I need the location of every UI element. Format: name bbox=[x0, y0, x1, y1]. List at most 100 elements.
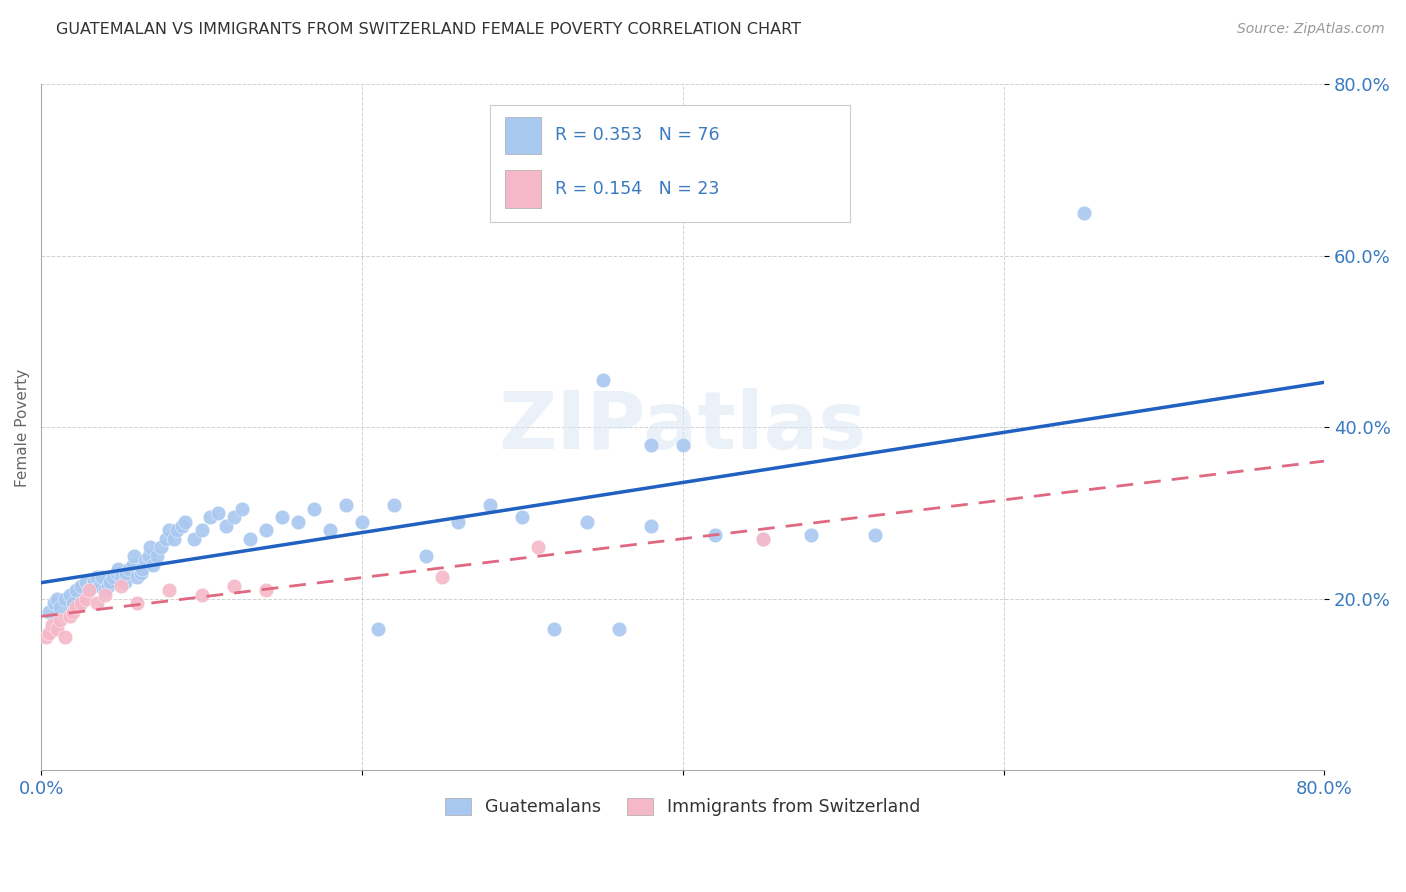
Point bbox=[163, 532, 186, 546]
Point bbox=[75, 574, 97, 589]
Text: GUATEMALAN VS IMMIGRANTS FROM SWITZERLAND FEMALE POVERTY CORRELATION CHART: GUATEMALAN VS IMMIGRANTS FROM SWITZERLAN… bbox=[56, 22, 801, 37]
Point bbox=[138, 549, 160, 563]
Point bbox=[118, 562, 141, 576]
Point bbox=[302, 501, 325, 516]
Point bbox=[134, 553, 156, 567]
Point bbox=[430, 570, 453, 584]
Point bbox=[59, 588, 82, 602]
Point bbox=[142, 558, 165, 572]
Point bbox=[479, 498, 502, 512]
Point bbox=[190, 523, 212, 537]
Point bbox=[131, 562, 153, 576]
Point bbox=[145, 549, 167, 563]
Point bbox=[98, 574, 121, 589]
Point bbox=[703, 527, 725, 541]
Point bbox=[62, 605, 84, 619]
Point bbox=[35, 631, 58, 645]
Point bbox=[415, 549, 437, 563]
Point bbox=[214, 519, 236, 533]
Point bbox=[77, 583, 100, 598]
Point bbox=[82, 579, 104, 593]
Point bbox=[512, 510, 534, 524]
Point bbox=[159, 583, 181, 598]
Point bbox=[46, 591, 69, 606]
Y-axis label: Female Poverty: Female Poverty bbox=[15, 368, 30, 486]
Point bbox=[127, 596, 149, 610]
Point bbox=[62, 596, 84, 610]
Point bbox=[672, 437, 695, 451]
Point bbox=[46, 622, 69, 636]
Point bbox=[77, 583, 100, 598]
Point bbox=[575, 515, 598, 529]
Point bbox=[319, 523, 342, 537]
Point bbox=[65, 583, 87, 598]
Point bbox=[155, 532, 177, 546]
Point bbox=[447, 515, 470, 529]
Point bbox=[382, 498, 405, 512]
Point bbox=[110, 579, 132, 593]
Point bbox=[110, 570, 132, 584]
Point bbox=[183, 532, 205, 546]
Point bbox=[129, 566, 152, 581]
Point bbox=[239, 532, 262, 546]
Point bbox=[121, 558, 143, 572]
Point bbox=[94, 588, 117, 602]
Point bbox=[254, 583, 277, 598]
Point bbox=[70, 596, 93, 610]
Point bbox=[41, 617, 63, 632]
Point bbox=[607, 622, 630, 636]
Point bbox=[94, 583, 117, 598]
Point bbox=[70, 579, 93, 593]
Point bbox=[592, 373, 614, 387]
Point bbox=[65, 600, 87, 615]
Point bbox=[59, 609, 82, 624]
Point bbox=[752, 532, 775, 546]
Point bbox=[640, 519, 662, 533]
Point bbox=[86, 596, 108, 610]
Point bbox=[42, 596, 65, 610]
Point bbox=[97, 579, 120, 593]
Point bbox=[166, 523, 188, 537]
Point bbox=[254, 523, 277, 537]
Point bbox=[543, 622, 565, 636]
Point bbox=[367, 622, 389, 636]
Point bbox=[91, 570, 114, 584]
Point bbox=[207, 506, 229, 520]
Point bbox=[103, 570, 125, 584]
Point bbox=[38, 626, 60, 640]
Point bbox=[752, 532, 775, 546]
Point bbox=[335, 498, 357, 512]
Point bbox=[231, 501, 253, 516]
Point bbox=[114, 574, 136, 589]
Point bbox=[1073, 206, 1095, 220]
Point bbox=[105, 566, 128, 581]
Point bbox=[159, 523, 181, 537]
Point bbox=[115, 566, 138, 581]
Point bbox=[89, 579, 111, 593]
Point bbox=[640, 437, 662, 451]
Text: Source: ZipAtlas.com: Source: ZipAtlas.com bbox=[1237, 22, 1385, 37]
Point bbox=[222, 579, 245, 593]
Point bbox=[222, 510, 245, 524]
Point bbox=[38, 605, 60, 619]
Legend: Guatemalans, Immigrants from Switzerland: Guatemalans, Immigrants from Switzerland bbox=[439, 790, 928, 823]
Point bbox=[174, 515, 197, 529]
Point bbox=[53, 591, 76, 606]
Point bbox=[139, 541, 162, 555]
Point bbox=[800, 527, 823, 541]
Point bbox=[75, 591, 97, 606]
Point bbox=[287, 515, 309, 529]
Point bbox=[53, 631, 76, 645]
Point bbox=[127, 570, 149, 584]
Text: ZIPatlas: ZIPatlas bbox=[499, 388, 868, 467]
Point bbox=[150, 541, 173, 555]
Point bbox=[865, 527, 887, 541]
Point bbox=[86, 570, 108, 584]
Point bbox=[49, 600, 72, 615]
Point bbox=[270, 510, 292, 524]
Point bbox=[190, 588, 212, 602]
Point bbox=[122, 549, 145, 563]
Point bbox=[172, 519, 194, 533]
Point bbox=[49, 613, 72, 627]
Point bbox=[527, 541, 550, 555]
